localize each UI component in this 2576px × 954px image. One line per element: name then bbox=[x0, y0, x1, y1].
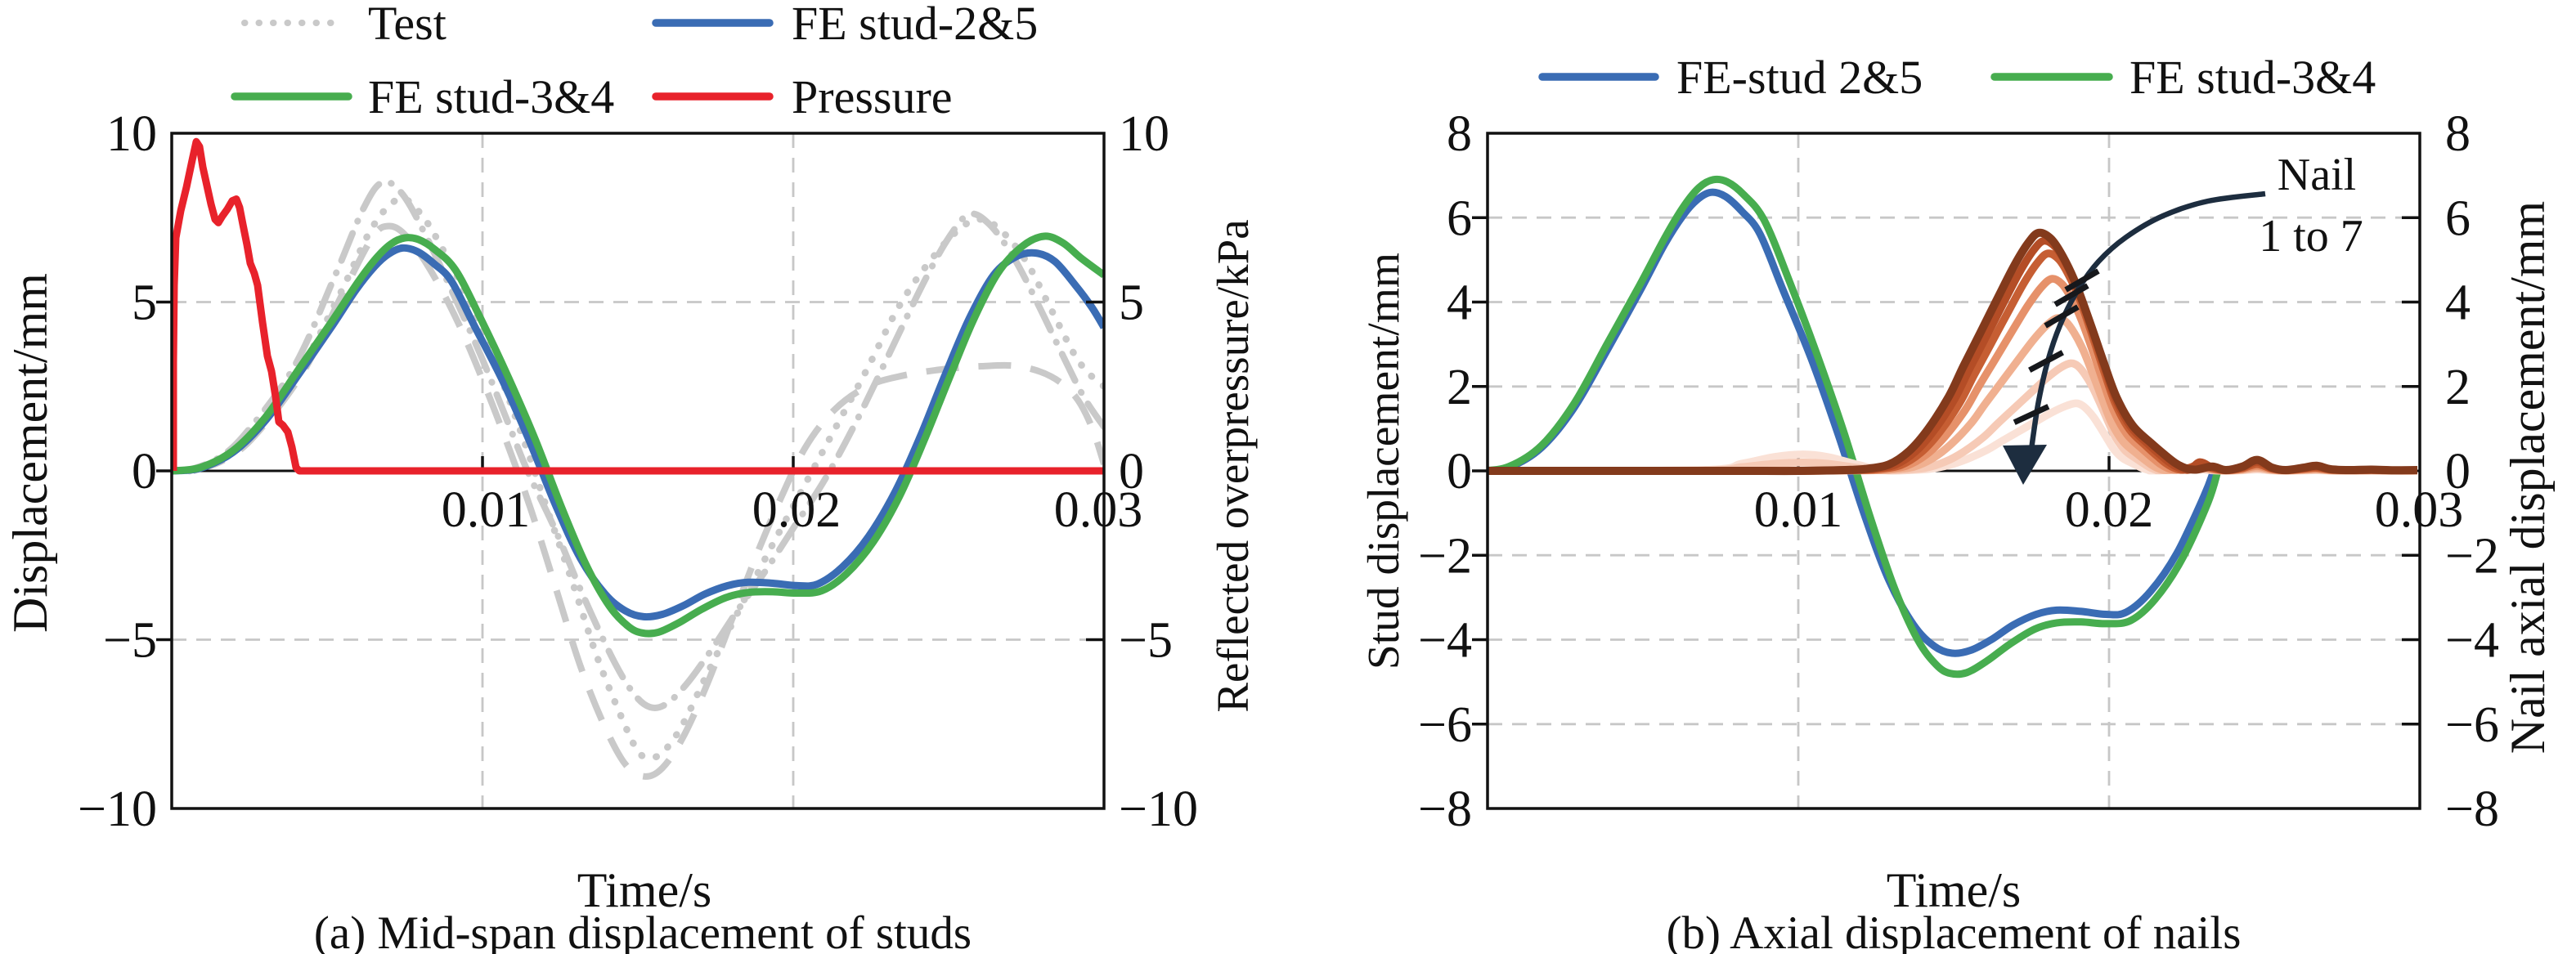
svg-text:−10: −10 bbox=[78, 782, 157, 837]
svg-text:−2: −2 bbox=[1418, 528, 1472, 584]
svg-text:0: 0 bbox=[1119, 444, 1144, 499]
svg-text:10: 10 bbox=[106, 106, 157, 162]
svg-text:0.01: 0.01 bbox=[442, 482, 531, 538]
svg-text:−8: −8 bbox=[2445, 782, 2499, 837]
svg-text:−4: −4 bbox=[2445, 613, 2499, 669]
svg-text:(b) Axial displacement of nail: (b) Axial displacement of nails bbox=[1667, 907, 2242, 954]
svg-text:−6: −6 bbox=[2445, 697, 2499, 753]
svg-text:0.03: 0.03 bbox=[1054, 482, 1143, 538]
svg-text:2: 2 bbox=[2445, 360, 2471, 415]
svg-text:−8: −8 bbox=[1418, 782, 1472, 837]
svg-text:FE stud-2&5: FE stud-2&5 bbox=[792, 0, 1038, 50]
svg-text:0.03: 0.03 bbox=[2375, 482, 2464, 538]
svg-text:8: 8 bbox=[2445, 106, 2471, 162]
svg-text:Nail axial displacement/mm: Nail axial displacement/mm bbox=[2501, 201, 2555, 754]
svg-text:2: 2 bbox=[1447, 360, 1472, 415]
svg-text:−10: −10 bbox=[1119, 782, 1198, 837]
svg-text:(a) Mid-span displacement of s: (a) Mid-span displacement of studs bbox=[314, 907, 972, 954]
svg-text:4: 4 bbox=[1447, 275, 1472, 331]
svg-text:Reflected overpressure/kPa: Reflected overpressure/kPa bbox=[1208, 219, 1258, 712]
svg-text:FE-stud 2&5: FE-stud 2&5 bbox=[1676, 51, 1923, 104]
svg-text:10: 10 bbox=[1119, 106, 1169, 162]
svg-text:0.01: 0.01 bbox=[1754, 482, 1843, 538]
svg-text:−6: −6 bbox=[1418, 697, 1472, 753]
svg-text:FE stud-3&4: FE stud-3&4 bbox=[2129, 51, 2376, 104]
svg-text:Test: Test bbox=[368, 0, 447, 50]
svg-text:Nail: Nail bbox=[2278, 150, 2356, 200]
svg-text:−4: −4 bbox=[1418, 613, 1472, 669]
svg-text:Time/s: Time/s bbox=[1887, 863, 2022, 917]
svg-text:1 to 7: 1 to 7 bbox=[2259, 211, 2363, 262]
svg-text:−5: −5 bbox=[103, 613, 157, 669]
svg-text:0.02: 0.02 bbox=[2065, 482, 2154, 538]
svg-text:5: 5 bbox=[1119, 275, 1144, 331]
svg-text:8: 8 bbox=[1447, 106, 1472, 162]
svg-text:4: 4 bbox=[2445, 275, 2471, 331]
svg-text:0: 0 bbox=[132, 444, 157, 499]
svg-text:0: 0 bbox=[1447, 444, 1472, 499]
svg-text:FE stud-3&4: FE stud-3&4 bbox=[368, 70, 614, 123]
svg-text:5: 5 bbox=[132, 275, 157, 331]
svg-text:6: 6 bbox=[1447, 190, 1472, 246]
svg-text:Time/s: Time/s bbox=[577, 863, 712, 917]
svg-text:Pressure: Pressure bbox=[792, 70, 953, 123]
svg-text:6: 6 bbox=[2445, 190, 2471, 246]
svg-text:0: 0 bbox=[2445, 444, 2471, 499]
svg-text:Stud displacement/mm: Stud displacement/mm bbox=[1359, 253, 1409, 670]
svg-text:0.02: 0.02 bbox=[752, 482, 841, 538]
svg-text:Displacement/mm: Displacement/mm bbox=[3, 273, 57, 633]
svg-text:−2: −2 bbox=[2445, 528, 2499, 584]
svg-text:−5: −5 bbox=[1119, 613, 1173, 669]
